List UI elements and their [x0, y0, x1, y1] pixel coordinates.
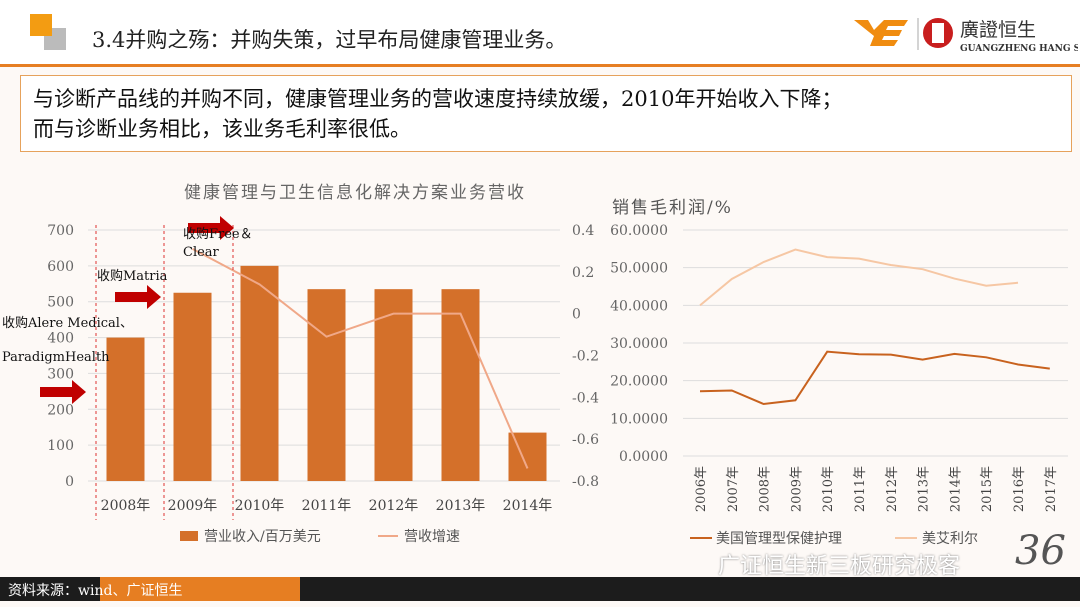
logo-subtext: GUANGZHENG HANG SENG [960, 44, 1078, 54]
source-note: 资料来源：wind、广证恒生 [8, 583, 183, 599]
series-line [699, 350, 1050, 406]
growth-line [192, 247, 529, 469]
annotation: 收购Alere Medical、 [2, 315, 133, 331]
y-tick-label: 50.0000 [610, 261, 668, 277]
bar [240, 265, 279, 481]
x-tick-label: 2010年 [235, 498, 285, 514]
x-tick-label: 2013年 [436, 498, 486, 514]
page-number: 36 [1015, 528, 1066, 574]
x-tick-label: 2012年 [369, 498, 419, 514]
legend-label: 营收增速 [404, 529, 460, 545]
legend-swatch [180, 531, 198, 541]
bar [106, 337, 145, 481]
arrow-icon [188, 216, 234, 240]
y-tick-label: 700 [47, 223, 74, 239]
y-tick-label: 600 [47, 259, 74, 275]
y2-tick-label: -0.2 [572, 349, 599, 365]
page-title: 3.4并购之殇：并购失策，过早布局健康管理业务。 [92, 28, 567, 52]
x-tick-label: 2017年 [1044, 466, 1059, 512]
annotation: Clear [183, 245, 220, 260]
chart-title: 销售毛利润/% [612, 198, 733, 218]
x-tick-label: 2009年 [168, 498, 218, 514]
logo-text: 廣證恒生 [960, 19, 1036, 41]
y2-tick-label: 0.2 [572, 265, 594, 281]
bar [374, 289, 413, 481]
y-tick-label: 0 [65, 474, 74, 490]
y-tick-label: 200 [47, 402, 74, 418]
arrow-icon [115, 285, 161, 309]
legend-label: 美国管理型保健护理 [716, 531, 842, 547]
footer-accent [100, 577, 300, 601]
title-decoration [30, 14, 52, 36]
summary-line: 与诊断产品线的并购不同，健康管理业务的营收速度持续放缓，2010年开始收入下降； [33, 87, 843, 111]
y-tick-label: 500 [47, 295, 74, 311]
y-tick-label: 300 [47, 366, 74, 382]
y-tick-label: 100 [47, 438, 74, 454]
header-divider [0, 64, 1080, 67]
y2-tick-label: 0 [572, 307, 581, 323]
legend-label: 营业收入/百万美元 [204, 529, 321, 545]
logo-icon: 廣證恒生 GUANGZHENG HANG SENG [854, 18, 1080, 54]
bar [307, 289, 346, 481]
watermark: 广证恒生新三板研究极客 [718, 554, 961, 579]
y2-tick-label: -0.6 [572, 432, 599, 448]
annotation: ParadigmHealth [2, 350, 110, 365]
x-tick-label: 2008年 [758, 466, 773, 512]
y2-tick-label: -0.8 [572, 474, 599, 490]
x-tick-label: 2010年 [821, 466, 836, 512]
y-tick-label: 400 [47, 331, 74, 347]
brand-logo: 廣證恒生 GUANGZHENG HANG SENG [850, 12, 1080, 58]
x-tick-label: 2008年 [101, 498, 151, 514]
bar [173, 292, 212, 481]
y-tick-label: 20.0000 [610, 374, 668, 390]
legend-label: 美艾利尔 [922, 531, 978, 547]
series-line [699, 248, 1019, 307]
x-tick-label: 2013年 [917, 466, 932, 512]
y-tick-label: 60.0000 [610, 223, 668, 239]
y-tick-label: 30.0000 [610, 336, 668, 352]
x-tick-label: 2015年 [980, 466, 995, 512]
arrow-icon [40, 380, 86, 404]
summary-callout: 与诊断产品线的并购不同，健康管理业务的营收速度持续放缓，2010年开始收入下降；… [20, 75, 1072, 152]
x-tick-label: 2011年 [853, 466, 868, 512]
x-tick-label: 2012年 [885, 466, 900, 512]
x-tick-label: 2016年 [1012, 466, 1027, 512]
x-tick-label: 2009年 [789, 466, 804, 512]
y2-tick-label: -0.4 [572, 390, 599, 406]
bar [441, 289, 480, 481]
y-tick-label: 40.0000 [610, 298, 668, 314]
x-tick-label: 2011年 [302, 498, 352, 514]
summary-line: 而与诊断业务相比，该业务毛利率很低。 [33, 117, 411, 141]
x-tick-label: 2007年 [726, 466, 741, 512]
y-tick-label: 10.0000 [610, 411, 668, 427]
chart-title: 健康管理与卫生信息化解决方案业务营收 [184, 183, 526, 203]
x-tick-label: 2006年 [694, 466, 709, 512]
x-tick-label: 2014年 [948, 466, 963, 512]
y2-tick-label: 0.4 [572, 223, 594, 239]
y-tick-label: 0.0000 [619, 449, 668, 465]
annotation: 收购Free＆ [183, 226, 253, 242]
annotation: 收购Matria [97, 268, 168, 284]
x-tick-label: 2014年 [503, 498, 553, 514]
